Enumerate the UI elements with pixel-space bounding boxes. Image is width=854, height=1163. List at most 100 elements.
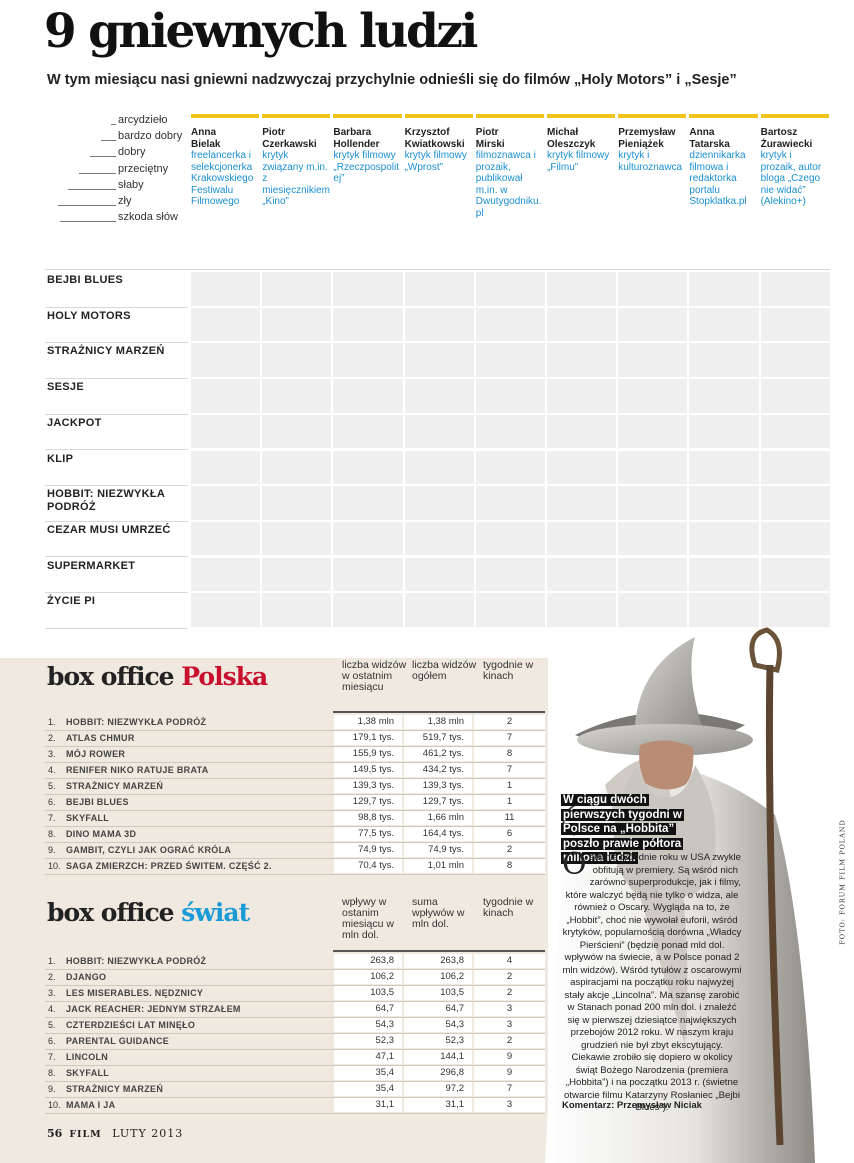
critic-last-name: Czerkawski (262, 138, 317, 150)
value-cell: 139,3 tys. (334, 779, 402, 793)
rating-cell (689, 450, 759, 484)
critic-last-name: Oleszczyk (547, 138, 596, 150)
rating-cell (618, 379, 688, 413)
row-rule (45, 413, 188, 415)
rank: 7. (48, 813, 56, 823)
subtitle: W tym miesiącu nasi gniewni nadzwyczaj p… (47, 72, 737, 88)
grid-rule (45, 269, 830, 270)
value-cell: 263,8 (404, 954, 472, 968)
weeks-cell: 3 (474, 1098, 545, 1112)
rating-cell (262, 593, 332, 627)
weeks-cell: 11 (474, 811, 545, 825)
value-cell: 164,4 tys. (404, 827, 472, 841)
rating-cell (191, 557, 261, 592)
value-cell: 106,2 (334, 970, 402, 984)
rating-cell (547, 343, 617, 377)
rank: 1. (48, 956, 56, 966)
table-row (45, 953, 545, 970)
value-cell: 74,9 tys. (404, 843, 472, 857)
critic-description: dziennikarka filmowa i redaktorka portal… (689, 150, 747, 207)
critic-first-name: Barbara (333, 127, 372, 138)
value-cell: 149,5 tys. (334, 763, 402, 777)
film-title: GAMBIT, CZYLI JAK OGRAĆ KRÓLA (66, 845, 232, 855)
caption-text: W ciągu dwóch pierwszych tygodni w Polsc… (561, 794, 684, 864)
legend-label: przeciętny (118, 162, 169, 175)
weeks-cell: 9 (474, 1050, 545, 1064)
legend-leader (89, 156, 116, 158)
rating-cell (191, 272, 261, 306)
legend-leader (57, 205, 116, 206)
value-cell: 54,3 (404, 1018, 472, 1032)
value-cell: 519,7 tys. (404, 731, 472, 745)
author: Komentarz: Przemysław Niciak (562, 1100, 702, 1111)
weeks-cell: 8 (474, 747, 545, 761)
rank: 3. (48, 749, 56, 759)
article-body: Ostatnie tygodnie roku w USA zwykle obfi… (562, 847, 742, 1113)
value-cell: 35,4 (334, 1082, 402, 1096)
film-title: PARENTAL GUIDANCE (66, 1036, 170, 1046)
critic-first-name: Bartosz (760, 127, 798, 138)
critic-first-name: Krzysztof (404, 127, 450, 138)
film-title: SKYFALL (66, 813, 110, 823)
rating-cell (262, 272, 332, 306)
rating-cell (689, 486, 759, 520)
value-cell: 103,5 (334, 986, 402, 1000)
critic: Piotr Czerkawski krytyk związany m.in. z m… (262, 114, 331, 264)
value-cell: 54,3 (334, 1018, 402, 1032)
critic-description: krytyk związany m.in. z miesięcznikiem „… (262, 150, 330, 207)
value-cell: 434,2 tys. (404, 763, 472, 777)
box-office-title: box office świat (47, 898, 250, 927)
table-row (45, 778, 545, 795)
value-cell: 296,8 (404, 1066, 472, 1080)
rating-cell (547, 521, 617, 556)
table-row (45, 1097, 545, 1114)
rank: 2. (48, 972, 56, 982)
film-title: HOBBIT: NIEZWYKŁA PODRÓŻ (66, 717, 207, 727)
rating-cell (618, 521, 688, 556)
rating-cell (547, 450, 617, 484)
rating-cell (689, 414, 759, 449)
rank: 5. (48, 1020, 56, 1030)
film-name: STRAŻNICY MARZEŃ (47, 345, 165, 358)
critic-bar (404, 114, 473, 118)
value-cell: 31,1 (404, 1098, 472, 1112)
value-cell: 103,5 (404, 986, 472, 1000)
critic-bar (333, 114, 402, 118)
rating-cell (547, 557, 617, 592)
critic-description: krytyk filmowy „Rzeczpospolitej” (333, 150, 399, 184)
value-cell: 77,5 tys. (334, 827, 402, 841)
legend-label: zły (118, 195, 132, 207)
rating-cell (475, 557, 545, 592)
rating-cell (262, 486, 332, 520)
value-cell: 263,8 (334, 954, 402, 968)
rating-cell (689, 557, 759, 592)
rank: 2. (48, 733, 56, 743)
weeks-cell: 4 (474, 954, 545, 968)
weeks-cell: 2 (474, 715, 545, 729)
rating-cell (262, 450, 332, 484)
photo-caption: W ciągu dwóch pierwszych tygodni w Polsc… (561, 793, 709, 866)
rating-cell (760, 343, 830, 377)
row-rule (45, 342, 188, 344)
weeks-cell: 1 (474, 795, 545, 809)
rating-cell (760, 272, 830, 306)
rank: 8. (48, 829, 56, 839)
rating-cell (404, 272, 474, 306)
value-cell: 179,1 tys. (334, 731, 402, 745)
rating-cell (760, 521, 830, 556)
value-cell: 1,66 mln (404, 811, 472, 825)
value-cell: 64,7 (404, 1002, 472, 1016)
legend-label: bardzo dobry (118, 130, 183, 143)
rating-cell (475, 414, 545, 449)
film-title: SAGA ZMIERZCH: PRZED ŚWITEM. CZĘŚĆ 2. (66, 861, 272, 871)
value-cell: 1,01 mln (404, 859, 472, 873)
value-cell: 106,2 (404, 970, 472, 984)
row-rule (45, 520, 188, 522)
value-cell: 1,38 mln (334, 715, 402, 729)
legend-label: arcydzieło (118, 114, 168, 126)
critic-last-name: Pieniążek (618, 138, 664, 150)
legend-leader (100, 140, 116, 142)
rank: 10. (48, 861, 61, 871)
film-title: STRAŻNICY MARZEŃ (66, 1084, 164, 1094)
film-title: ATLAS CHMUR (66, 733, 135, 743)
